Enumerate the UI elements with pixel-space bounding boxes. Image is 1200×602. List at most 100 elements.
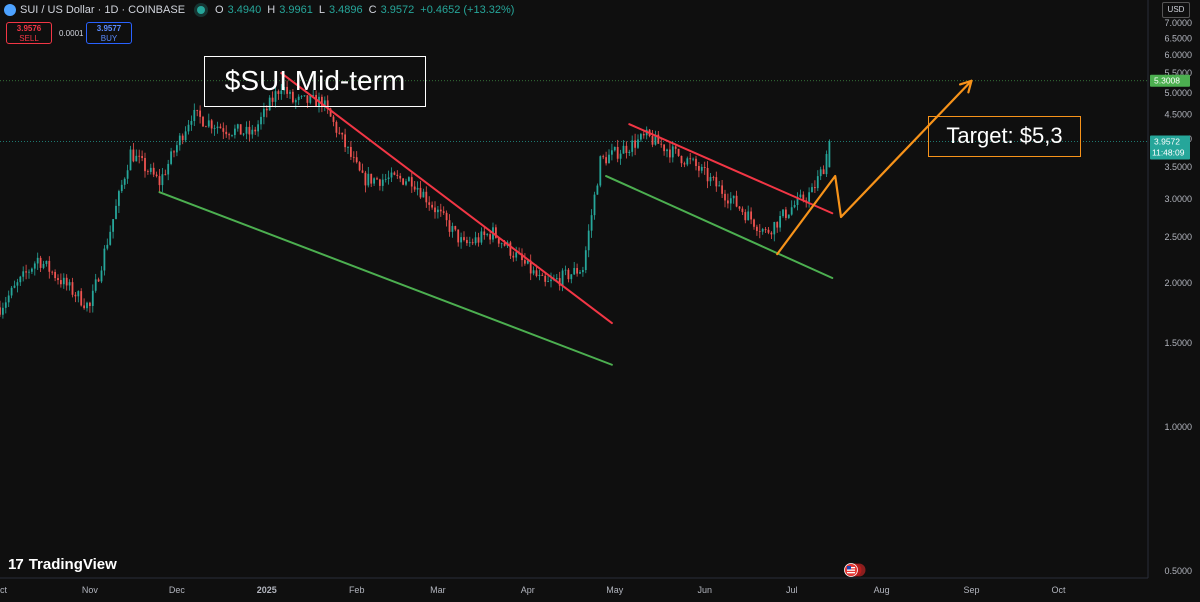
- candle: [457, 229, 460, 247]
- candle: [205, 125, 207, 128]
- candle: [312, 89, 315, 97]
- currency-selector[interactable]: USD: [1162, 2, 1190, 18]
- time-tick-label: Aug: [874, 585, 890, 595]
- candle: [732, 195, 735, 204]
- candle: [793, 200, 796, 209]
- candle: [753, 218, 755, 230]
- candle: [367, 167, 370, 188]
- candle: [370, 173, 373, 188]
- sell-button[interactable]: 3.9576 SELL: [6, 22, 52, 44]
- price-tick-label: 1.5000: [1164, 338, 1192, 348]
- candle: [355, 151, 358, 164]
- time-tick-label: Feb: [349, 585, 365, 595]
- candle: [123, 177, 126, 189]
- candle: [660, 137, 663, 148]
- candle: [7, 290, 10, 308]
- low-label: L: [318, 4, 325, 16]
- candle: [350, 141, 352, 161]
- candle: [700, 164, 703, 174]
- candle: [515, 246, 518, 262]
- candle: [558, 271, 561, 291]
- candle: [28, 269, 30, 279]
- time-axis[interactable]: Oct Nov Dec 2025 Feb Mar Apr May Jun Jul Aug Sep Oct: [0, 577, 1148, 595]
- candle: [213, 124, 216, 136]
- candle: [294, 98, 297, 109]
- candle: [410, 171, 413, 193]
- candle: [338, 126, 341, 135]
- candle: [207, 113, 210, 128]
- candle: [25, 264, 27, 280]
- support-2-line[interactable]: [605, 175, 834, 280]
- tradingview-mark-icon: 17: [8, 556, 24, 573]
- candle: [13, 280, 16, 289]
- sell-price: 3.9576: [16, 24, 42, 33]
- candle: [712, 175, 715, 181]
- price-tick-label: 5.0000: [1164, 88, 1192, 98]
- change-value: +0.4652 (+13.32%): [420, 4, 515, 16]
- candle: [729, 192, 732, 211]
- tradingview-logo[interactable]: 17 TradingView: [8, 556, 117, 573]
- candle: [724, 189, 726, 208]
- price-axis[interactable]: 7.00006.50006.00005.50005.00004.50004.00…: [1147, 0, 1200, 602]
- time-tick-label: Oct: [0, 585, 7, 595]
- candle: [451, 222, 454, 238]
- candle: [42, 260, 45, 270]
- candle: [524, 253, 526, 266]
- candle: [103, 245, 106, 276]
- candle: [387, 170, 390, 185]
- candle: [709, 172, 712, 187]
- candle: [422, 188, 425, 198]
- price-tick-label: 3.0000: [1164, 194, 1192, 204]
- high-label: H: [267, 4, 276, 16]
- candle: [718, 181, 721, 187]
- candle: [706, 161, 709, 189]
- candle: [799, 189, 802, 199]
- candle: [756, 224, 758, 236]
- target-annotation: Target: $5,3: [928, 116, 1081, 157]
- candle: [62, 273, 65, 289]
- candle: [242, 133, 245, 137]
- candle: [91, 284, 94, 313]
- candles: [0, 80, 831, 319]
- candle: [611, 143, 613, 161]
- candle: [347, 146, 349, 154]
- candle: [300, 95, 303, 99]
- candle: [86, 301, 88, 312]
- candle: [248, 120, 251, 142]
- candle: [593, 191, 596, 220]
- candle: [428, 196, 431, 211]
- candle: [677, 148, 680, 157]
- price-tick-label: 7.0000: [1164, 18, 1192, 28]
- candle: [828, 139, 831, 168]
- resistance-1-line[interactable]: [280, 72, 613, 325]
- candle: [202, 115, 204, 127]
- candle: [358, 161, 361, 172]
- high-value: 3.9961: [279, 4, 313, 16]
- buy-button[interactable]: 3.9577 BUY: [86, 22, 132, 44]
- candle: [683, 161, 686, 168]
- buy-label: BUY: [100, 34, 118, 43]
- candle: [471, 238, 474, 245]
- candle: [234, 124, 236, 139]
- candle: [390, 167, 393, 182]
- candle: [816, 170, 819, 192]
- brand-name: TradingView: [28, 556, 117, 573]
- resistance-2-line[interactable]: [628, 123, 834, 215]
- events-flag-icon[interactable]: [844, 563, 868, 577]
- support-1-line[interactable]: [158, 191, 613, 366]
- candle: [303, 95, 306, 97]
- candle: [399, 173, 402, 183]
- candle: [703, 161, 706, 175]
- symbol-title[interactable]: SUI / US Dollar · 1D · COINBASE: [20, 4, 186, 16]
- projection-path[interactable]: [776, 79, 973, 256]
- time-tick-label: Apr: [521, 585, 535, 595]
- candle: [521, 248, 523, 267]
- candle: [741, 206, 744, 215]
- candle: [83, 298, 85, 310]
- candle: [782, 209, 784, 218]
- candle: [289, 89, 291, 99]
- price-label[interactable]: 5.3008: [1150, 74, 1190, 87]
- price-label-value: 3.9572: [1154, 136, 1180, 146]
